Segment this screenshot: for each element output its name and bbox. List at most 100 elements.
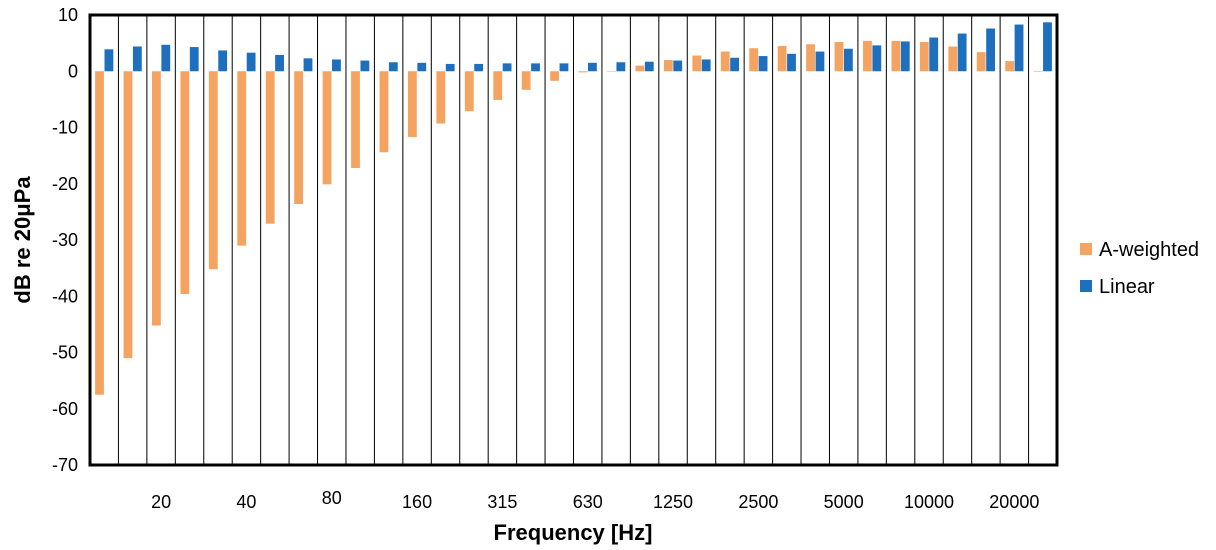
x-tick-label: 5000 [824, 492, 864, 512]
bar-a-weighted-200 [464, 71, 474, 112]
y-tick-label: -70 [52, 455, 78, 475]
bar-linear-400 [559, 63, 569, 72]
plot-border [88, 13, 1059, 467]
bar-linear-200 [474, 63, 484, 72]
x-tick-label: 40 [236, 492, 256, 512]
bar-a-weighted-100 [379, 71, 389, 153]
bar-linear-1600 [730, 57, 740, 72]
x-tick-label: 20 [151, 492, 171, 512]
x-tick-label: 315 [487, 492, 517, 512]
bar-linear-100 [388, 62, 398, 72]
bar-linear-20 [189, 47, 199, 72]
bar-linear-2000 [758, 56, 768, 72]
bar-a-weighted-500 [578, 71, 588, 73]
bar-a-weighted-25 [208, 71, 218, 270]
bar-a-weighted-5000 [863, 40, 872, 72]
series-a-weighted [95, 40, 1043, 395]
x-tick-label: 80 [322, 488, 342, 508]
x-tick-label: 2500 [738, 492, 778, 512]
bar-linear-16 [161, 44, 171, 72]
bar-linear-25 [218, 50, 228, 72]
bar-a-weighted-80 [351, 71, 360, 168]
bar-a-weighted-250 [493, 71, 503, 100]
bar-linear-12500 [986, 28, 995, 72]
bar-a-weighted-2500 [777, 45, 787, 72]
bar-a-weighted-40 [265, 71, 275, 224]
bar-a-weighted-1600 [720, 51, 730, 72]
bar-a-weighted-16 [152, 71, 161, 326]
bar-a-weighted-63 [322, 71, 332, 185]
bar-a-weighted-160 [436, 71, 446, 124]
x-tick-label: 160 [402, 492, 432, 512]
bar-a-weighted-12500 [976, 52, 986, 72]
bar-linear-160 [445, 63, 455, 72]
y-tick-label: 0 [68, 61, 78, 81]
bar-linear-1250 [701, 59, 711, 72]
series-linear [104, 22, 1052, 72]
bar-linear-125 [417, 62, 427, 72]
bar-a-weighted-2000 [749, 48, 759, 72]
bar-a-weighted-1000 [663, 60, 673, 72]
bar-a-weighted-31.5 [237, 71, 247, 246]
bar-a-weighted-4000 [834, 42, 844, 72]
bar-a-weighted-630 [607, 71, 616, 72]
bar-a-weighted-315 [521, 71, 531, 90]
bar-linear-16000 [1014, 24, 1024, 72]
legend: A-weighted Linear [1080, 239, 1199, 298]
bar-a-weighted-12.5 [123, 71, 133, 359]
bar-linear-2500 [787, 53, 796, 72]
x-tick-label: 10000 [904, 492, 954, 512]
x-tick-label: 20000 [989, 492, 1039, 512]
bar-a-weighted-16000 [1005, 61, 1015, 72]
bar-a-weighted-50 [294, 71, 304, 204]
bar-a-weighted-400 [550, 71, 559, 81]
bar-linear-31.5 [246, 52, 256, 72]
bar-linear-630 [616, 62, 626, 72]
bar-linear-6300 [900, 41, 910, 72]
bar-a-weighted-125 [407, 71, 417, 138]
bar-linear-4000 [843, 48, 853, 72]
y-tick-label: -60 [52, 399, 78, 419]
bar-a-weighted-10 [95, 71, 104, 395]
bar-a-weighted-10000 [948, 46, 958, 72]
x-axis-title: Frequency [Hz] [494, 520, 653, 545]
bar-linear-8000 [929, 37, 939, 72]
bar-linear-250 [502, 63, 512, 72]
y-axis-ticks: 10 0 -10 -20 -30 -40 -50 -60 -70 [52, 5, 78, 475]
x-tick-label: 630 [573, 492, 603, 512]
bar-linear-800 [644, 61, 654, 72]
bar-linear-40 [275, 54, 284, 72]
bar-linear-1000 [673, 60, 683, 72]
bar-a-weighted-800 [635, 65, 645, 72]
bar-linear-50 [303, 58, 313, 72]
bar-linear-315 [531, 63, 540, 72]
legend-label: A-weighted [1099, 239, 1199, 261]
bar-linear-63 [332, 59, 341, 72]
bar-a-weighted-20 [180, 71, 190, 294]
y-tick-label: -20 [52, 174, 78, 194]
legend-label: Linear [1099, 276, 1155, 298]
x-tick-label: 1250 [653, 492, 693, 512]
bar-a-weighted-8000 [919, 42, 929, 72]
x-axis-ticks: 20 40 80 160 315 630 1250 2500 5000 10000 20000 [151, 488, 1039, 512]
bar-a-weighted-1250 [692, 55, 702, 72]
bar-a-weighted-20000 [1033, 71, 1043, 72]
bar-linear-10000 [957, 33, 967, 72]
bar-linear-5000 [872, 45, 882, 72]
legend-swatch [1080, 243, 1092, 255]
y-tick-label: -50 [52, 343, 78, 363]
bar-linear-3150 [815, 51, 825, 72]
bar-linear-500 [588, 62, 597, 72]
y-tick-label: -10 [52, 118, 78, 138]
bar-linear-20000 [1043, 22, 1052, 72]
y-tick-label: 10 [58, 5, 78, 25]
bar-a-weighted-6300 [891, 40, 901, 72]
bar-linear-10 [104, 49, 114, 72]
legend-swatch [1080, 280, 1092, 292]
y-axis-title: dB re 20μPa [10, 176, 35, 304]
y-tick-label: -40 [52, 286, 78, 306]
bar-a-weighted-3150 [806, 44, 815, 72]
y-tick-label: -30 [52, 230, 78, 250]
bar-linear-12.5 [132, 46, 142, 72]
